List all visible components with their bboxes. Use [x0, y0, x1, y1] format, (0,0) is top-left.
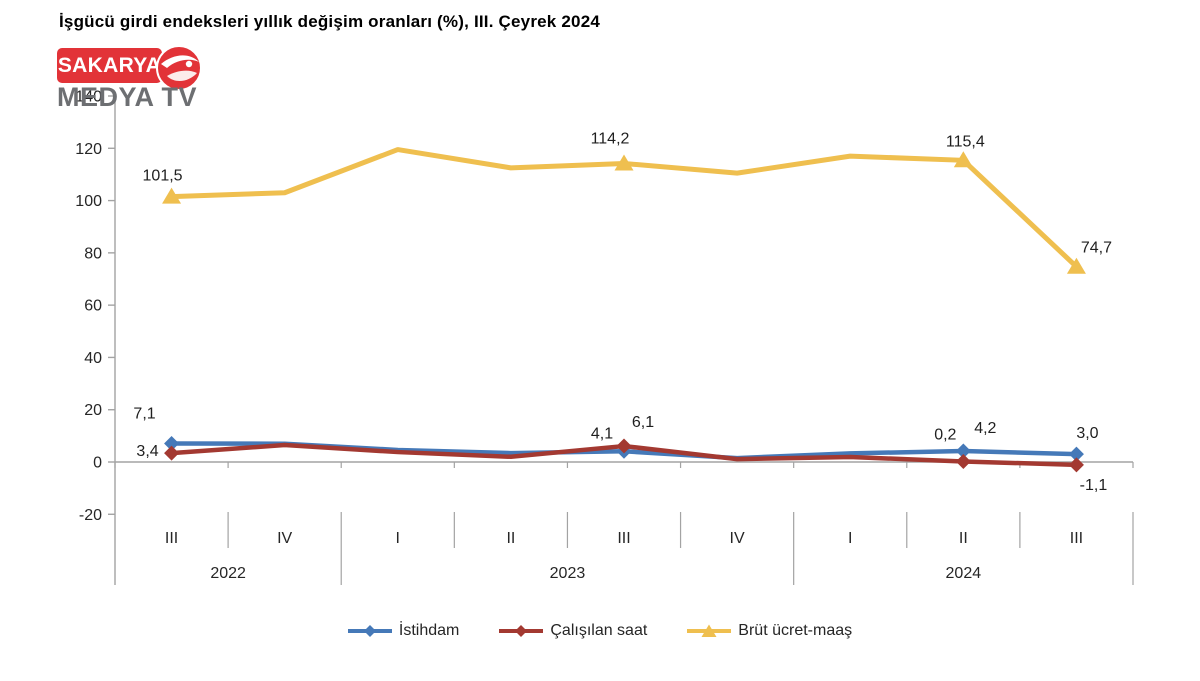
data-point-marker — [1066, 257, 1086, 274]
x-quarter-label: III — [617, 530, 630, 547]
legend-diamond-marker-icon — [499, 625, 544, 637]
data-label: 101,5 — [143, 168, 183, 185]
x-quarter-label: IV — [277, 530, 292, 547]
data-point-marker — [955, 443, 971, 459]
y-tick-label: 120 — [75, 141, 102, 158]
data-label: 0,2 — [934, 426, 956, 443]
y-tick-label: 140 — [75, 89, 102, 106]
y-tick-label: 40 — [84, 350, 102, 367]
y-tick-label: 80 — [84, 245, 102, 262]
chart-title: İşgücü girdi endeksleri yıllık değişim o… — [59, 12, 601, 31]
logo-text-medya-tv: MEDYA TV — [57, 82, 198, 112]
x-quarter-label: III — [165, 530, 178, 547]
x-quarter-label: I — [396, 530, 400, 547]
y-tick-label: 100 — [75, 193, 102, 210]
chart-legend: İstihdam Çalışılan saat Brüt ücret-maaş — [0, 615, 1200, 647]
data-point-marker — [1068, 446, 1084, 462]
data-point-marker — [616, 438, 632, 454]
legend-label: Brüt ücret-maaş — [738, 622, 853, 639]
data-label: 6,1 — [632, 414, 654, 431]
legend-item-2: Çalışılan saat — [499, 622, 647, 640]
data-point-marker — [162, 187, 182, 204]
data-label: 4,1 — [591, 425, 613, 442]
x-year-label: 2024 — [946, 565, 982, 582]
data-label: 7,1 — [133, 405, 155, 422]
logo-box: SAKARYA — [57, 48, 162, 83]
data-point-marker — [953, 151, 973, 168]
data-label: 3,4 — [136, 443, 158, 460]
data-label: 115,4 — [946, 133, 985, 150]
legend-diamond-marker-icon — [347, 625, 392, 637]
x-quarter-label: IV — [730, 530, 745, 547]
data-point-marker — [614, 154, 634, 171]
x-year-label: 2023 — [550, 565, 586, 582]
data-label: 114,2 — [591, 130, 630, 147]
y-tick-label: 0 — [93, 455, 102, 472]
data-point-marker — [955, 453, 971, 469]
y-tick-label: 20 — [84, 402, 102, 419]
globe-icon — [156, 45, 202, 91]
data-label: 3,0 — [1076, 425, 1098, 442]
x-quarter-label: II — [959, 530, 968, 547]
y-tick-label: -20 — [79, 507, 102, 524]
legend-label: Çalışılan saat — [550, 622, 648, 639]
data-label: -1,1 — [1080, 477, 1108, 494]
x-quarter-label: II — [506, 530, 515, 547]
data-label: 4,2 — [974, 420, 996, 437]
sakarya-medya-tv-logo: SAKARYA MEDYA TV — [57, 42, 257, 122]
data-point-marker — [164, 445, 180, 461]
y-tick-label: 60 — [84, 298, 102, 315]
legend-triangle-marker-icon — [687, 624, 732, 637]
x-year-label: 2022 — [210, 565, 246, 582]
legend-item-1: İstihdam — [347, 622, 460, 640]
data-point-marker — [164, 435, 180, 451]
data-point-marker — [1068, 457, 1084, 473]
x-quarter-label: I — [848, 530, 852, 547]
data-label: 74,7 — [1081, 240, 1112, 257]
x-quarter-label: III — [1070, 530, 1083, 547]
legend-item-3: Brüt ücret-maaş — [687, 622, 852, 640]
legend-label: İstihdam — [398, 622, 460, 639]
logo-text-sakarya: SAKARYA — [57, 53, 162, 77]
